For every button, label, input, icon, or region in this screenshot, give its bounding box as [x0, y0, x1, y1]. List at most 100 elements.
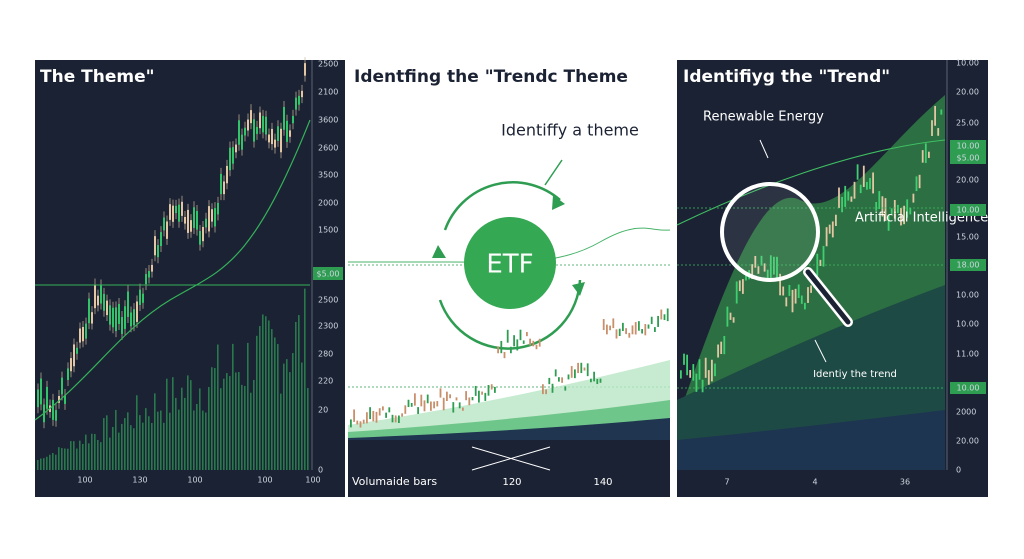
- volume-bar: [85, 434, 87, 470]
- candle: [148, 271, 150, 278]
- candle: [763, 263, 766, 272]
- candle: [449, 394, 451, 399]
- candle: [142, 293, 144, 303]
- candle: [738, 280, 741, 292]
- candle: [160, 232, 162, 247]
- candle: [934, 105, 936, 126]
- candle: [503, 352, 506, 359]
- volume-bar: [229, 376, 231, 470]
- volume-bar: [82, 443, 84, 470]
- candle: [446, 391, 448, 401]
- candle: [577, 362, 579, 374]
- candle: [229, 147, 231, 171]
- candle: [909, 207, 912, 215]
- candle: [776, 256, 778, 278]
- y-tick-label: 0: [956, 466, 961, 475]
- candle: [430, 401, 432, 411]
- candle: [465, 391, 467, 401]
- candle: [704, 357, 707, 378]
- candle: [714, 363, 716, 377]
- candle: [735, 281, 738, 304]
- candle: [256, 126, 258, 134]
- candle: [91, 312, 93, 324]
- volume-bar: [265, 316, 267, 470]
- candle: [538, 338, 541, 347]
- volume-bar: [208, 387, 210, 470]
- volume-bar: [178, 409, 180, 470]
- candle: [915, 176, 918, 192]
- volume-bar: [121, 423, 123, 470]
- candle: [193, 207, 195, 228]
- candle: [401, 413, 403, 417]
- volume-bar: [262, 314, 264, 470]
- candle: [55, 410, 57, 421]
- candle: [773, 256, 775, 275]
- left-title: The Theme": [40, 67, 154, 87]
- candle: [133, 309, 135, 326]
- x-tick-label: 4: [812, 478, 817, 487]
- volume-bar: [91, 433, 93, 470]
- candle: [650, 316, 653, 325]
- candle: [558, 377, 560, 382]
- candle: [810, 285, 812, 293]
- candle: [570, 366, 573, 378]
- volume-bar: [49, 454, 51, 470]
- y-tick-label: 3500: [318, 171, 338, 180]
- volume-bar: [235, 372, 237, 470]
- volume-bar: [220, 388, 222, 470]
- candle: [121, 317, 123, 334]
- candle: [800, 295, 803, 304]
- candle: [850, 196, 853, 202]
- candle: [683, 353, 685, 365]
- candle: [660, 309, 663, 320]
- y-tick-label: 15.00: [956, 233, 979, 242]
- volume-bar: [256, 335, 258, 470]
- volume-bar: [274, 337, 276, 470]
- badge-label: 10.00: [957, 142, 980, 151]
- candle: [937, 128, 940, 136]
- candle: [274, 139, 276, 148]
- candle: [564, 386, 567, 391]
- candle: [359, 421, 362, 428]
- volume-bar: [70, 441, 72, 470]
- candle: [85, 323, 87, 339]
- candle: [375, 411, 378, 423]
- volume-bar: [76, 448, 78, 470]
- candle: [701, 379, 704, 393]
- candle: [869, 177, 871, 190]
- y-tick-label: 220: [318, 377, 333, 386]
- candle: [46, 386, 48, 409]
- candle: [130, 312, 132, 327]
- right-title: Identifiyg the "Trend": [683, 67, 890, 87]
- candle: [680, 370, 682, 379]
- y-tick-label: 1500: [318, 226, 338, 235]
- volume-bar: [190, 380, 192, 470]
- candle: [163, 217, 165, 231]
- candle: [831, 221, 834, 238]
- candle: [385, 412, 387, 418]
- candle: [856, 164, 859, 180]
- y-tick-label: 20.00: [956, 437, 979, 446]
- volume-bar: [79, 440, 81, 470]
- candle: [64, 395, 66, 404]
- candle: [500, 340, 503, 354]
- volume-bar: [259, 326, 261, 470]
- volume-bar: [184, 397, 186, 470]
- candle: [166, 221, 168, 239]
- volume-bar: [37, 460, 39, 470]
- candle: [417, 407, 419, 414]
- candle: [244, 127, 246, 136]
- y-tick-label: 2500: [318, 296, 338, 305]
- candle: [822, 245, 825, 267]
- candle: [124, 306, 126, 329]
- x-tick-label: 140: [593, 477, 612, 488]
- candle: [807, 287, 809, 303]
- candle: [663, 314, 666, 321]
- footer-label: Volumaide bars: [352, 475, 437, 488]
- candle: [906, 199, 909, 218]
- volume-bar: [283, 363, 285, 470]
- middle-title: Identfing the "Trendc Theme: [354, 67, 628, 87]
- volume-bar: [112, 427, 114, 470]
- middle-footer: [348, 440, 670, 497]
- candle: [366, 412, 368, 424]
